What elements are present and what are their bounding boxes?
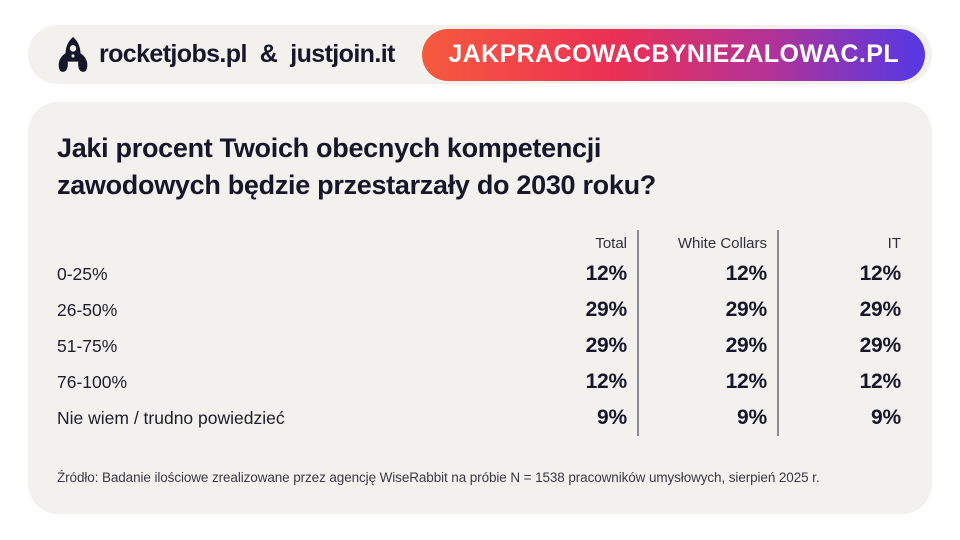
brand-rocketjobs: rocketjobs.pl [99,40,247,68]
header-bar: rocketjobs.pl & justjoin.it JAKPRACOWACB… [28,25,932,84]
row-label: 26-50% [57,299,118,320]
value-white-collars: 29% [725,298,768,321]
value-it: 9% [871,406,901,429]
column-it: IT 12% 29% 29% 12% 9% [779,230,903,436]
value-total: 9% [597,406,627,429]
row-label: 51-75% [57,335,118,356]
results-table: 0-25% 26-50% 51-75% 76-100% Nie wiem / t… [57,230,903,436]
source-note: Źródło: Badanie ilościowe zrealizowane p… [57,470,820,485]
value-it: 12% [859,262,902,285]
row-label: Nie wiem / trudno powiedzieć [57,407,285,428]
column-answers: 0-25% 26-50% 51-75% 76-100% Nie wiem / t… [57,230,537,436]
question-title-line2: zawodowych będzie przestarzały do 2030 r… [57,170,656,200]
row-label: 0-25% [57,263,108,284]
column-header-total: Total [595,234,627,252]
column-header-empty [57,230,537,256]
question-title: Jaki procent Twoich obecnych kompetencji… [57,130,656,204]
brand-justjoin: justjoin.it [290,40,395,68]
value-white-collars: 12% [725,262,768,285]
value-white-collars: 29% [725,334,768,357]
value-it: 29% [859,334,902,357]
value-it: 29% [859,298,902,321]
rocket-icon [58,36,88,72]
campaign-link-button[interactable]: JAKPRACOWACBYNIEZALOWAC.PL [422,28,925,81]
value-total: 12% [585,370,628,393]
brand-logos: rocketjobs.pl & justjoin.it [56,36,395,74]
column-header-white-collars: White Collars [677,234,767,252]
value-total: 12% [585,262,628,285]
value-it: 12% [859,370,902,393]
survey-card: Jaki procent Twoich obecnych kompetencji… [28,102,932,514]
row-label: 76-100% [57,371,128,392]
value-white-collars: 12% [725,370,768,393]
value-white-collars: 9% [737,406,767,429]
brand-separator: & [259,40,278,68]
column-total: Total 12% 29% 29% 12% 9% [537,230,639,436]
column-header-it: IT [887,234,901,252]
value-total: 29% [585,334,628,357]
column-white-collars: White Collars 12% 29% 29% 12% 9% [639,230,779,436]
question-title-line1: Jaki procent Twoich obecnych kompetencji [57,133,602,163]
value-total: 29% [585,298,628,321]
